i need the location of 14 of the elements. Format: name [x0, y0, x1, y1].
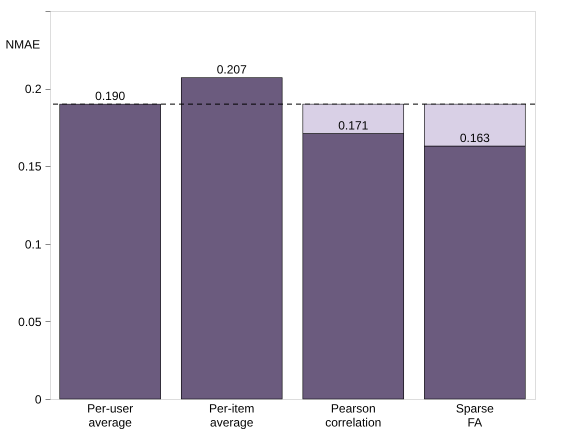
x-tick-label: Per-item average [209, 402, 254, 430]
y-tick-label: 0 [34, 392, 42, 406]
data-label: 0.163 [460, 131, 490, 146]
data-label: 0.171 [338, 118, 369, 133]
x-tick-label: Pearson correlation [325, 402, 382, 430]
data-label: 0.190 [95, 89, 126, 104]
y-axis-title: NMAE [6, 38, 40, 52]
y-tick-label: 0.2 [24, 82, 42, 96]
y-tick-label: 0.05 [18, 314, 42, 329]
y-tick-label: 0.1 [24, 237, 42, 252]
x-tick-label: Sparse FA [456, 402, 494, 430]
y-tick-label: 0.15 [18, 160, 42, 174]
x-tick-label: Per-user average [87, 402, 134, 430]
data-label: 0.207 [216, 62, 248, 77]
